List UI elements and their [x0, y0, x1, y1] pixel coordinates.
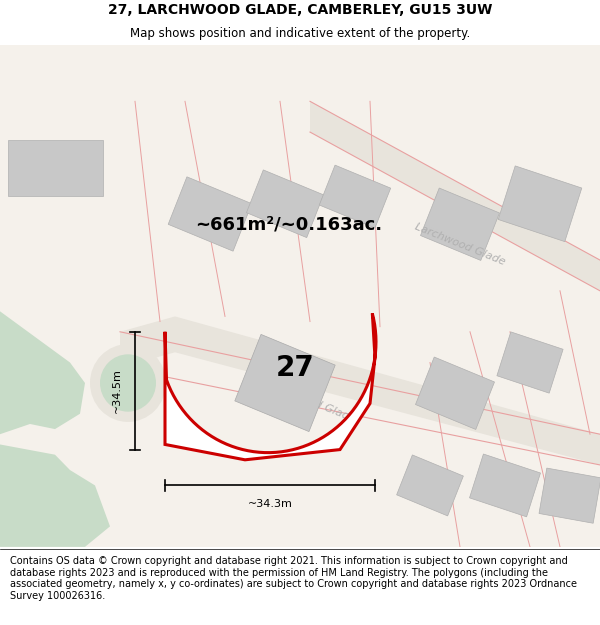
Text: Map shows position and indicative extent of the property.: Map shows position and indicative extent…	[130, 28, 470, 40]
Polygon shape	[310, 101, 600, 291]
Text: ~34.3m: ~34.3m	[248, 499, 292, 509]
Polygon shape	[539, 468, 600, 523]
Polygon shape	[397, 455, 463, 516]
Polygon shape	[168, 177, 252, 251]
Polygon shape	[247, 170, 323, 238]
Text: Larchwood Glade: Larchwood Glade	[263, 379, 357, 424]
Polygon shape	[497, 332, 563, 393]
Polygon shape	[319, 165, 391, 228]
Circle shape	[90, 344, 166, 422]
Polygon shape	[165, 313, 376, 460]
Polygon shape	[470, 454, 541, 517]
Polygon shape	[498, 166, 582, 242]
Text: Larchwood Glade: Larchwood Glade	[413, 222, 507, 268]
Text: 27: 27	[275, 354, 314, 382]
Polygon shape	[421, 188, 499, 261]
Text: Contains OS data © Crown copyright and database right 2021. This information is : Contains OS data © Crown copyright and d…	[10, 556, 577, 601]
Polygon shape	[0, 101, 85, 434]
Polygon shape	[120, 316, 600, 465]
Text: ~34.5m: ~34.5m	[112, 368, 122, 413]
Circle shape	[100, 354, 156, 412]
Polygon shape	[416, 357, 494, 429]
Text: 27, LARCHWOOD GLADE, CAMBERLEY, GU15 3UW: 27, LARCHWOOD GLADE, CAMBERLEY, GU15 3UW	[108, 3, 492, 17]
Polygon shape	[0, 444, 110, 547]
Polygon shape	[235, 334, 335, 432]
Text: ~661m²/~0.163ac.: ~661m²/~0.163ac.	[195, 215, 382, 233]
Polygon shape	[7, 140, 103, 196]
